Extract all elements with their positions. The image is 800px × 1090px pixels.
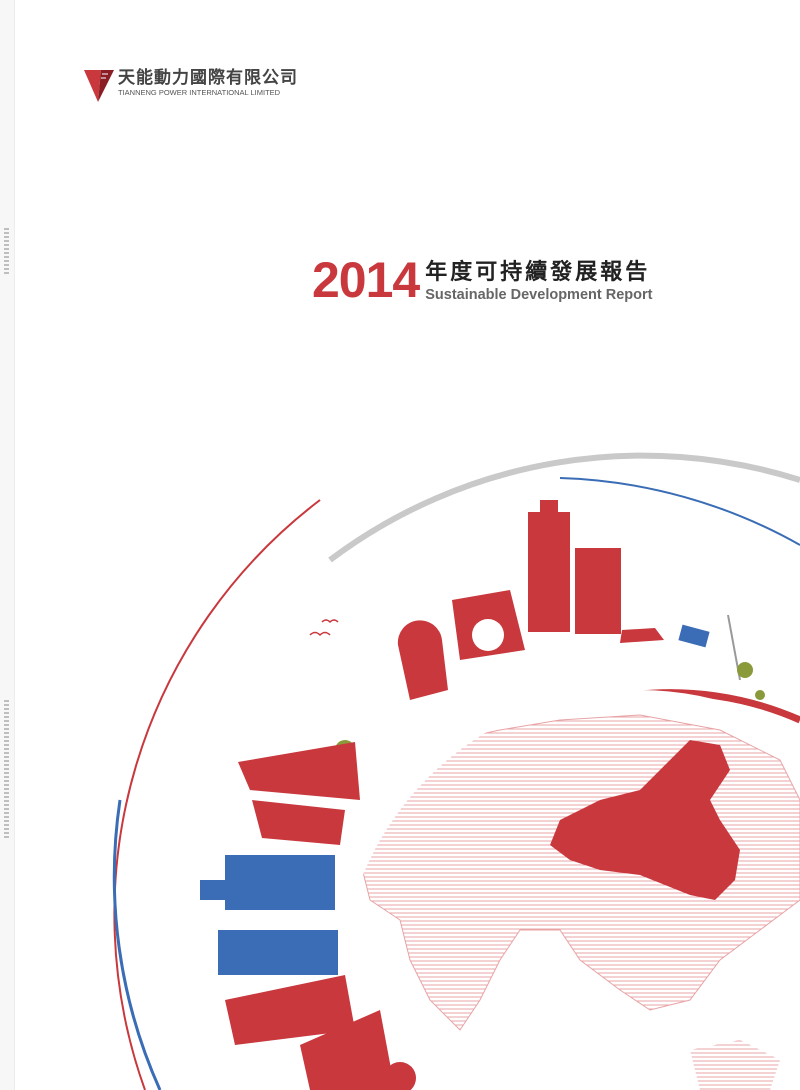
outer-blue-arc bbox=[559, 477, 800, 546]
australia-map bbox=[690, 1040, 780, 1090]
report-title: 2014 年度可持續發展報告 Sustainable Development R… bbox=[312, 252, 653, 308]
report-title-en: Sustainable Development Report bbox=[425, 287, 653, 303]
birds bbox=[309, 619, 339, 637]
skyline-left-buildings bbox=[200, 742, 416, 1090]
tower-building bbox=[528, 512, 570, 632]
outer-blue-left-arc bbox=[112, 799, 162, 1090]
china-map bbox=[550, 740, 740, 900]
solar-panel bbox=[678, 624, 710, 648]
spine-text-mark bbox=[4, 228, 9, 276]
office-building bbox=[575, 548, 621, 634]
company-name-cn: 天能動力國際有限公司 bbox=[118, 68, 298, 88]
dome-building bbox=[397, 620, 448, 700]
report-year: 2014 bbox=[312, 252, 420, 308]
company-name-en: TIANNENG POWER INTERNATIONAL LIMITED bbox=[118, 88, 281, 97]
tianneng-logo-icon bbox=[84, 70, 114, 102]
outer-gray-arc bbox=[328, 452, 800, 563]
outer-red-arc bbox=[113, 499, 321, 1090]
spine-text-mark bbox=[4, 700, 9, 840]
book-spine bbox=[0, 0, 15, 1090]
report-title-cn: 年度可持續發展報告 bbox=[425, 260, 651, 285]
skyline-buildings bbox=[335, 500, 765, 760]
car bbox=[620, 628, 664, 643]
company-logo: 天能動力國際有限公司 TIANNENG POWER INTERNATIONAL … bbox=[84, 68, 298, 102]
